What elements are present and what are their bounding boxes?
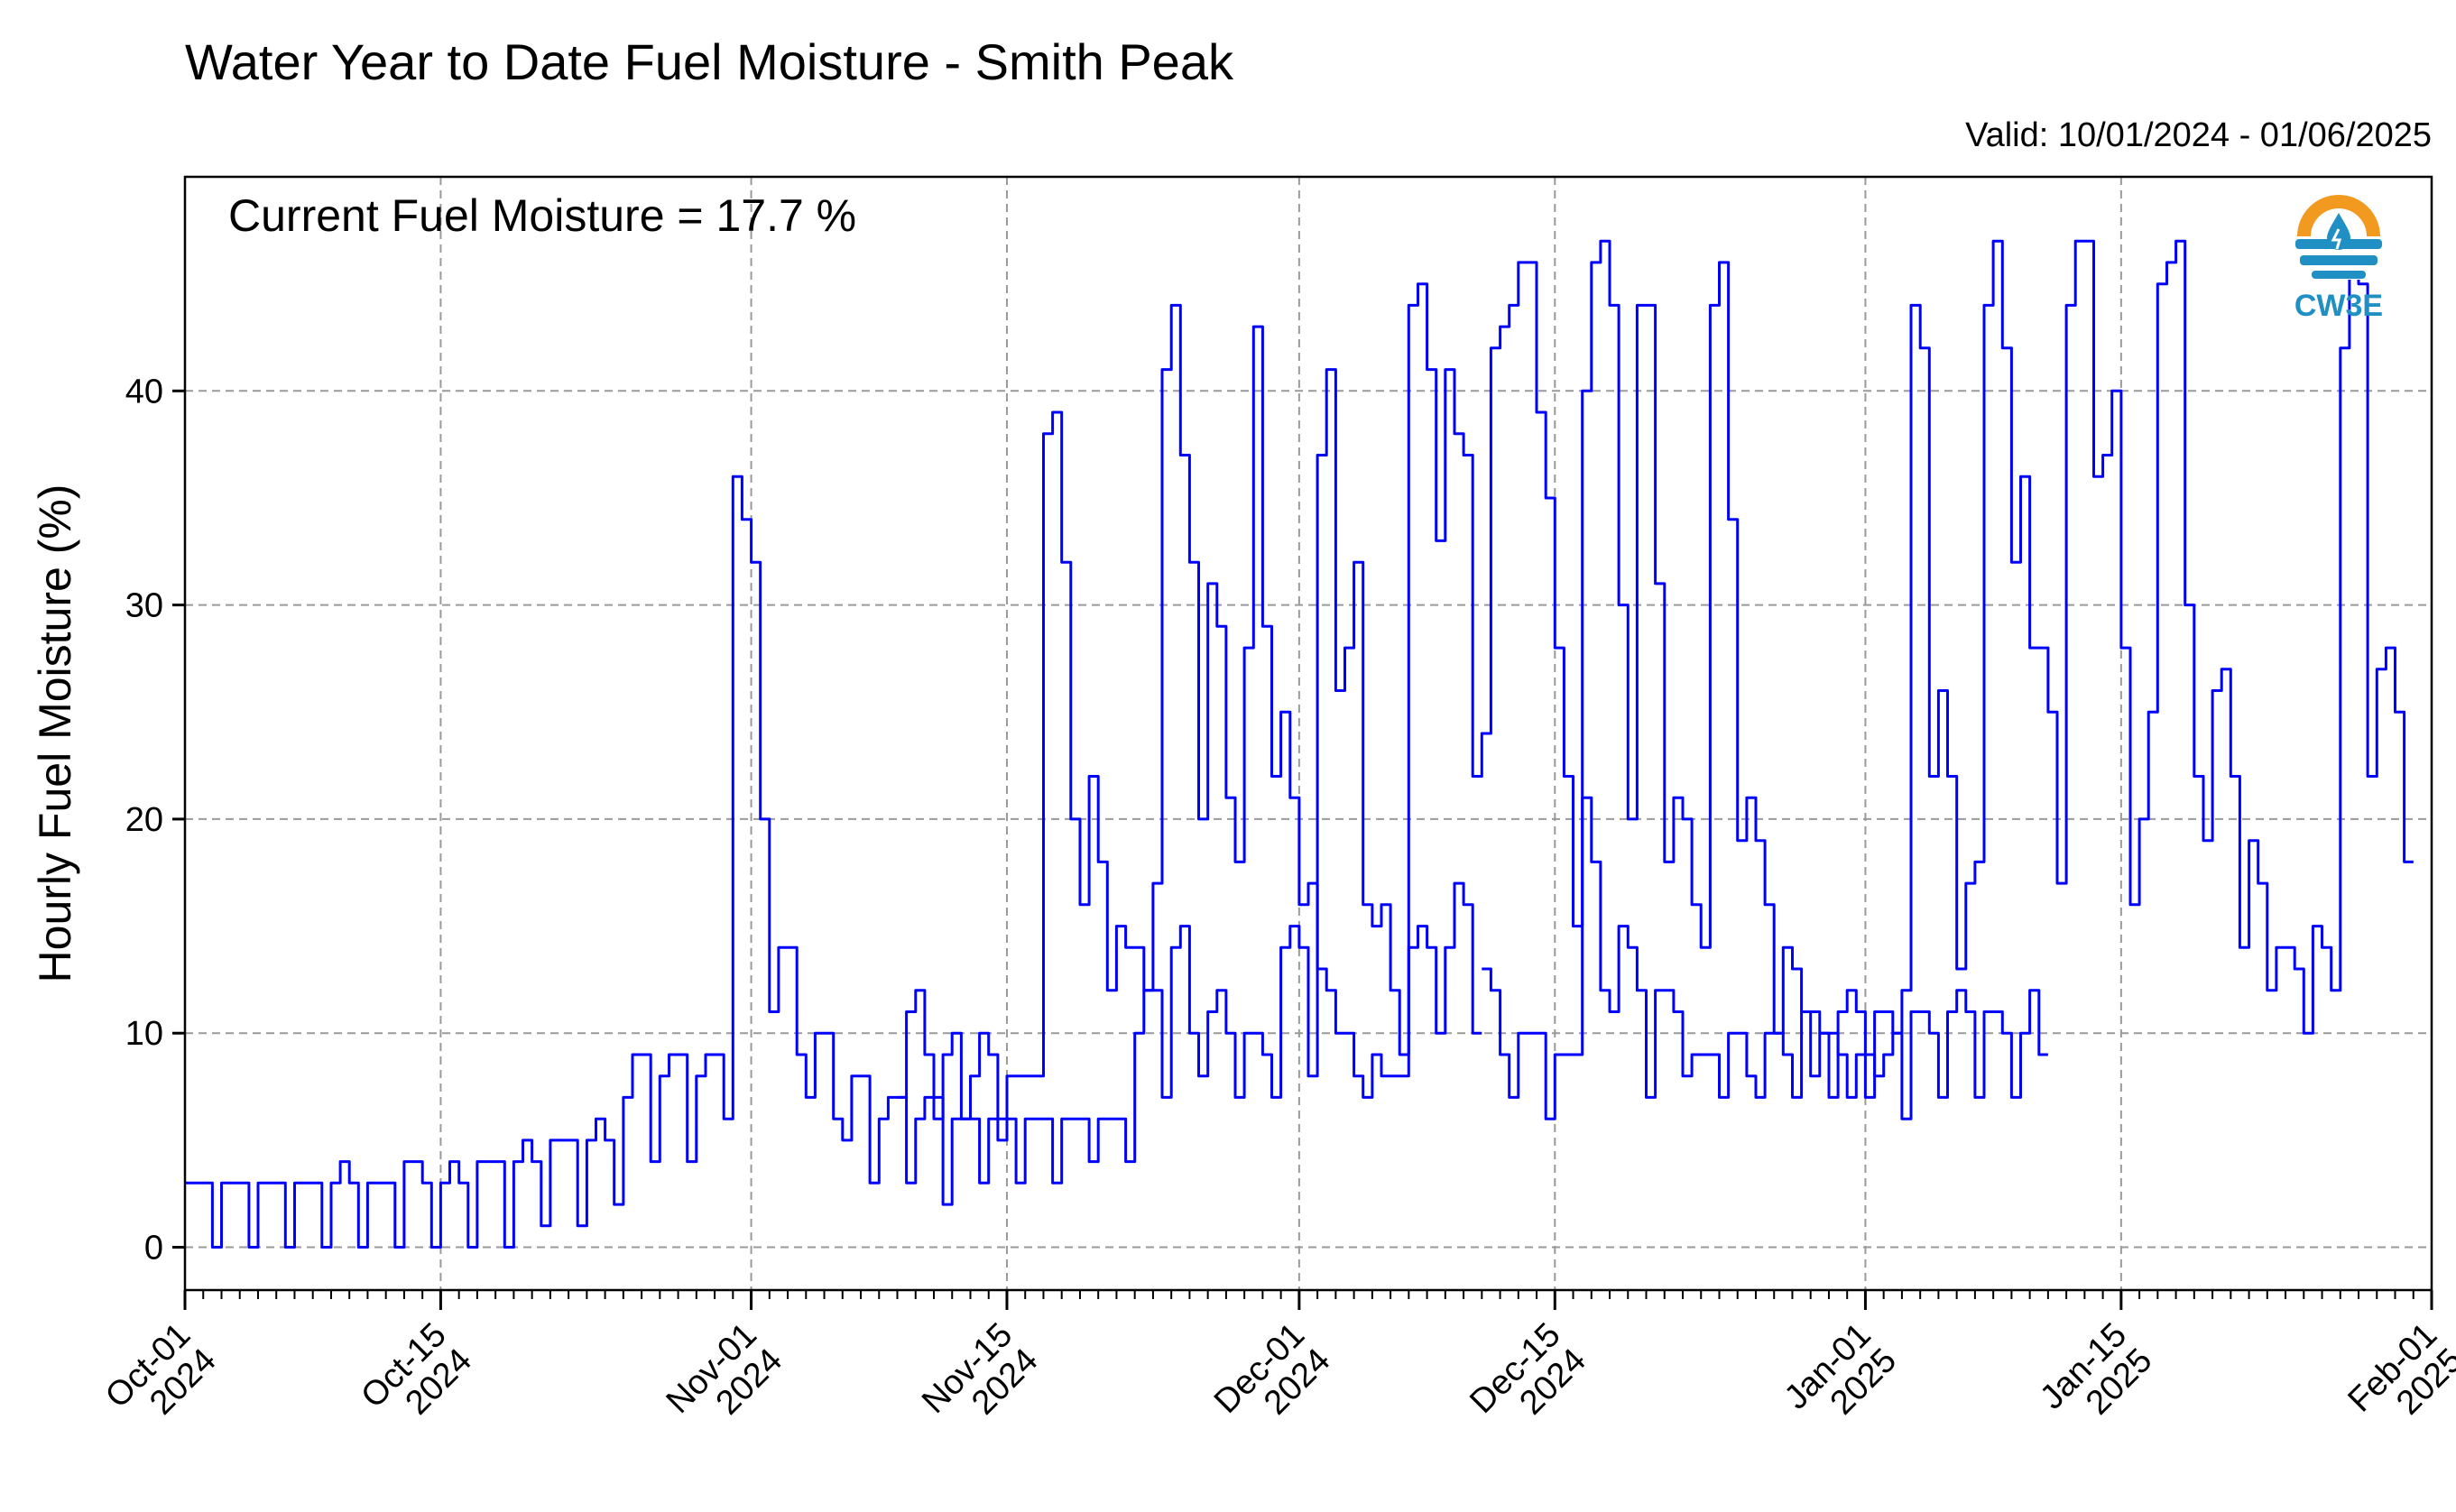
y-tick-label: 30 xyxy=(125,587,163,625)
y-tick-label: 0 xyxy=(144,1230,163,1268)
fuel-moisture-series-segment xyxy=(185,368,1482,1249)
valid-date-range: Valid: 10/01/2024 - 01/06/2025 xyxy=(1965,116,2432,154)
current-fuel-moisture-annotation: Current Fuel Moisture = 17.7 % xyxy=(228,190,856,241)
y-tick-label: 20 xyxy=(125,801,163,839)
cw3e-logo: CW3E xyxy=(2294,195,2383,323)
cw3e-logo-icon xyxy=(2295,195,2382,280)
fuel-moisture-series-segment xyxy=(1482,239,2414,1120)
y-tick-label: 10 xyxy=(125,1015,163,1053)
y-axis-label: Hourly Fuel Moisture (%) xyxy=(30,484,80,983)
series-lines xyxy=(185,239,2414,1249)
fuel-moisture-series-segment xyxy=(897,261,2048,1142)
y-tick-label: 40 xyxy=(125,373,163,410)
cw3e-logo-text: CW3E xyxy=(2294,289,2383,323)
y-axis-ticks: 0 10 20 30 40 xyxy=(125,373,185,1268)
chart-title: Water Year to Date Fuel Moisture - Smith… xyxy=(185,33,1234,90)
plot-frame xyxy=(183,175,2433,1292)
